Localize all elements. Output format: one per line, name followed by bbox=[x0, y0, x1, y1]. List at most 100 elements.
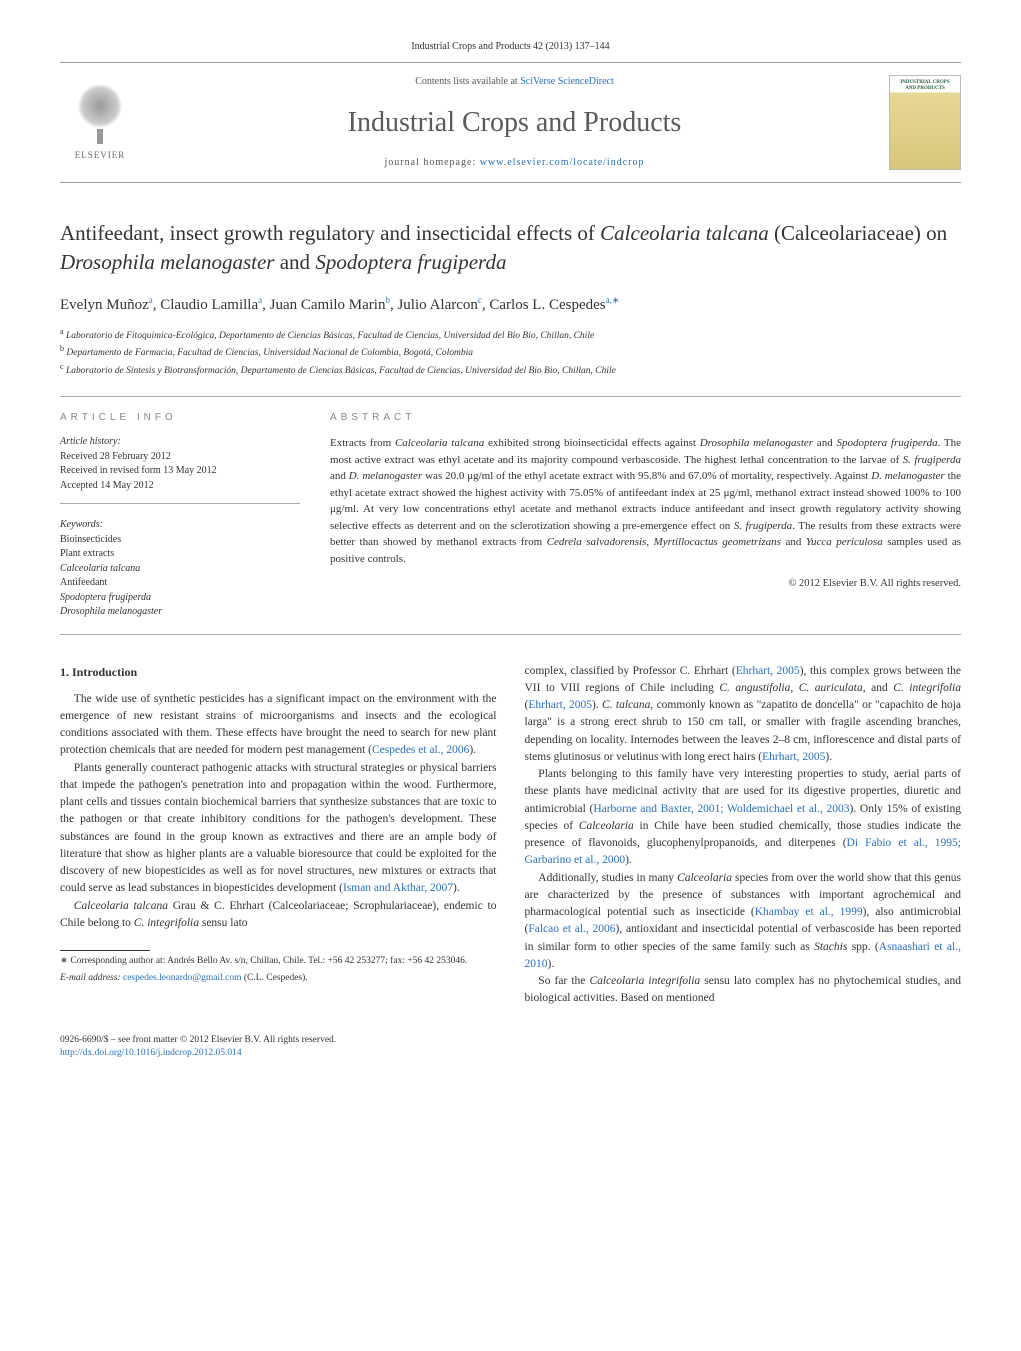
history-accepted: Accepted 14 May 2012 bbox=[60, 479, 300, 494]
contents-prefix: Contents lists available at bbox=[415, 76, 520, 87]
article-history-block: Article history: Received 28 February 20… bbox=[60, 435, 300, 504]
p5-c1[interactable]: Harborne and Baxter, 2001; Woldemichael … bbox=[593, 803, 849, 815]
abs-t3: and bbox=[813, 437, 836, 449]
title-text-1: Antifeedant, insect growth regulatory an… bbox=[60, 221, 600, 245]
abs-t6: was 20.0 μg/ml of the ethyl acetate extr… bbox=[422, 470, 871, 482]
author-2: Claudio Lamilla bbox=[160, 297, 258, 313]
rule-above-info bbox=[60, 396, 961, 397]
email-link[interactable]: cespedes.leonardo@gmail.com bbox=[123, 973, 242, 983]
abs-i3: Spodoptera frugiperda bbox=[836, 437, 937, 449]
p4-i1: C. angustifolia bbox=[719, 682, 790, 694]
homepage-prefix: journal homepage: bbox=[385, 157, 480, 168]
abs-t9: , bbox=[646, 536, 653, 548]
article-info-column: article info Article history: Received 2… bbox=[60, 411, 300, 620]
p6-f: ). bbox=[548, 958, 555, 970]
p6-e: spp. ( bbox=[847, 941, 878, 953]
p6-c2[interactable]: Falcao et al., 2006 bbox=[528, 923, 615, 935]
elsevier-tree-icon bbox=[70, 84, 130, 139]
cover-thumb-title-2: AND PRODUCTS bbox=[905, 86, 945, 92]
history-revised: Received in revised form 13 May 2012 bbox=[60, 464, 300, 479]
author-4: Julio Alarcon bbox=[397, 297, 477, 313]
affiliation-a: Laboratorio de Fitoquímica-Ecológica, De… bbox=[66, 331, 594, 341]
keyword-4: Antifeedant bbox=[60, 576, 300, 591]
abs-t10: and bbox=[781, 536, 806, 548]
p4-t1: , bbox=[790, 682, 798, 694]
p1-cite[interactable]: Cespedes et al., 2006 bbox=[372, 744, 469, 756]
abs-i7: S. frugiperda bbox=[734, 520, 792, 532]
journal-name: Industrial Crops and Products bbox=[140, 103, 889, 142]
title-text-3: and bbox=[274, 250, 315, 274]
elsevier-logo: ELSEVIER bbox=[60, 80, 140, 165]
affiliation-c: Laboratorio de Síntesis y Biotransformac… bbox=[66, 366, 616, 376]
contents-available-line: Contents lists available at SciVerse Sci… bbox=[140, 75, 889, 89]
abs-i6: D. melanogaster bbox=[871, 470, 944, 482]
p4-t2: , and bbox=[863, 682, 894, 694]
masthead: ELSEVIER Contents lists available at Sci… bbox=[60, 63, 961, 183]
p2-cite[interactable]: Isman and Akthar, 2007 bbox=[343, 882, 453, 894]
article-title: Antifeedant, insect growth regulatory an… bbox=[60, 219, 961, 276]
email-paren: (C.L. Cespedes). bbox=[244, 973, 308, 983]
p4-c3[interactable]: Ehrhart, 2005 bbox=[762, 751, 825, 763]
sciencedirect-link[interactable]: SciVerse ScienceDirect bbox=[520, 76, 614, 87]
p3-i1: Calceolaria talcana bbox=[74, 900, 168, 912]
abs-t5: and bbox=[330, 470, 349, 482]
history-label: Article history: bbox=[60, 435, 300, 450]
journal-homepage-line: journal homepage: www.elsevier.com/locat… bbox=[140, 156, 889, 170]
author-4-aff[interactable]: c bbox=[478, 295, 482, 305]
abs-i2: Drosophila melanogaster bbox=[700, 437, 813, 449]
page-footer: 0926-6690/$ – see front matter © 2012 El… bbox=[60, 1034, 961, 1061]
keyword-1: Bioinsecticides bbox=[60, 533, 300, 548]
p4-c1[interactable]: Ehrhart, 2005 bbox=[736, 665, 800, 677]
body-text: 1. Introduction The wide use of syntheti… bbox=[60, 663, 961, 1008]
p4-i3: C. integrifolia bbox=[893, 682, 961, 694]
title-text-2: (Calceolariaceae) on bbox=[769, 221, 947, 245]
author-1-aff[interactable]: a bbox=[149, 295, 153, 305]
abs-i5: D. melanogaster bbox=[349, 470, 422, 482]
email-footnote: E-mail address: cespedes.leonardo@gmail.… bbox=[60, 972, 497, 985]
footer-doi-link[interactable]: http://dx.doi.org/10.1016/j.indcrop.2012… bbox=[60, 1047, 961, 1060]
keywords-label: Keywords: bbox=[60, 518, 300, 533]
p4-i4: C. talcana bbox=[602, 699, 650, 711]
title-species-2: Drosophila melanogaster bbox=[60, 250, 274, 274]
p2-text: Plants generally counteract pathogenic a… bbox=[60, 762, 497, 895]
author-3-aff[interactable]: b bbox=[385, 295, 390, 305]
rule-below-abstract bbox=[60, 634, 961, 635]
title-species-3: Spodoptera frugiperda bbox=[315, 250, 506, 274]
p2-tail: ). bbox=[453, 882, 460, 894]
p3-b: sensu lato bbox=[199, 917, 248, 929]
keyword-6: Drosophila melanogaster bbox=[60, 605, 300, 620]
abstract-heading: abstract bbox=[330, 411, 961, 425]
title-species-1: Calceolaria talcana bbox=[600, 221, 769, 245]
abs-i1: Calceolaria talcana bbox=[395, 437, 484, 449]
corresponding-footnote: ∗ Corresponding author at: Andrés Bello … bbox=[60, 955, 497, 968]
p7-i1: Calceolaria integrifolia bbox=[589, 975, 700, 987]
footnote-rule bbox=[60, 950, 150, 951]
article-info-heading: article info bbox=[60, 411, 300, 425]
keywords-block: Keywords: Bioinsecticides Plant extracts… bbox=[60, 518, 300, 620]
email-label: E-mail address: bbox=[60, 973, 121, 983]
affiliations: a Laboratorio de Fitoquímica-Ecológica, … bbox=[60, 326, 961, 378]
author-1: Evelyn Muñoz bbox=[60, 297, 149, 313]
author-3: Juan Camilo Marin bbox=[270, 297, 386, 313]
running-head: Industrial Crops and Products 42 (2013) … bbox=[60, 40, 961, 54]
abs-t1: Extracts from bbox=[330, 437, 395, 449]
keyword-2: Plant extracts bbox=[60, 547, 300, 562]
footer-issn-line: 0926-6690/$ – see front matter © 2012 El… bbox=[60, 1034, 961, 1047]
p5-i1: Calceolaria bbox=[579, 820, 634, 832]
p6-i1: Calceolaria bbox=[677, 872, 732, 884]
author-2-aff[interactable]: a bbox=[258, 295, 262, 305]
elsevier-wordmark: ELSEVIER bbox=[75, 149, 126, 162]
author-5: Carlos L. Cespedes bbox=[489, 297, 605, 313]
abstract-text: Extracts from Calceolaria talcana exhibi… bbox=[330, 435, 961, 567]
abs-i4: S. frugiperda bbox=[903, 454, 961, 466]
author-5-corr[interactable]: ∗ bbox=[612, 295, 620, 305]
p6-c1[interactable]: Khambay et al., 1999 bbox=[755, 906, 863, 918]
affiliation-b: Departamento de Farmacia, Facultad de Ci… bbox=[66, 348, 473, 358]
p4-a: complex, classified by Professor C. Ehrh… bbox=[525, 665, 736, 677]
corr-text: Corresponding author at: Andrés Bello Av… bbox=[70, 956, 467, 966]
keyword-5: Spodoptera frugiperda bbox=[60, 591, 300, 606]
p6-a: Additionally, studies in many bbox=[538, 872, 677, 884]
p4-c2[interactable]: Ehrhart, 2005 bbox=[528, 699, 592, 711]
p1-tail: ). bbox=[469, 744, 476, 756]
homepage-link[interactable]: www.elsevier.com/locate/indcrop bbox=[480, 157, 645, 168]
